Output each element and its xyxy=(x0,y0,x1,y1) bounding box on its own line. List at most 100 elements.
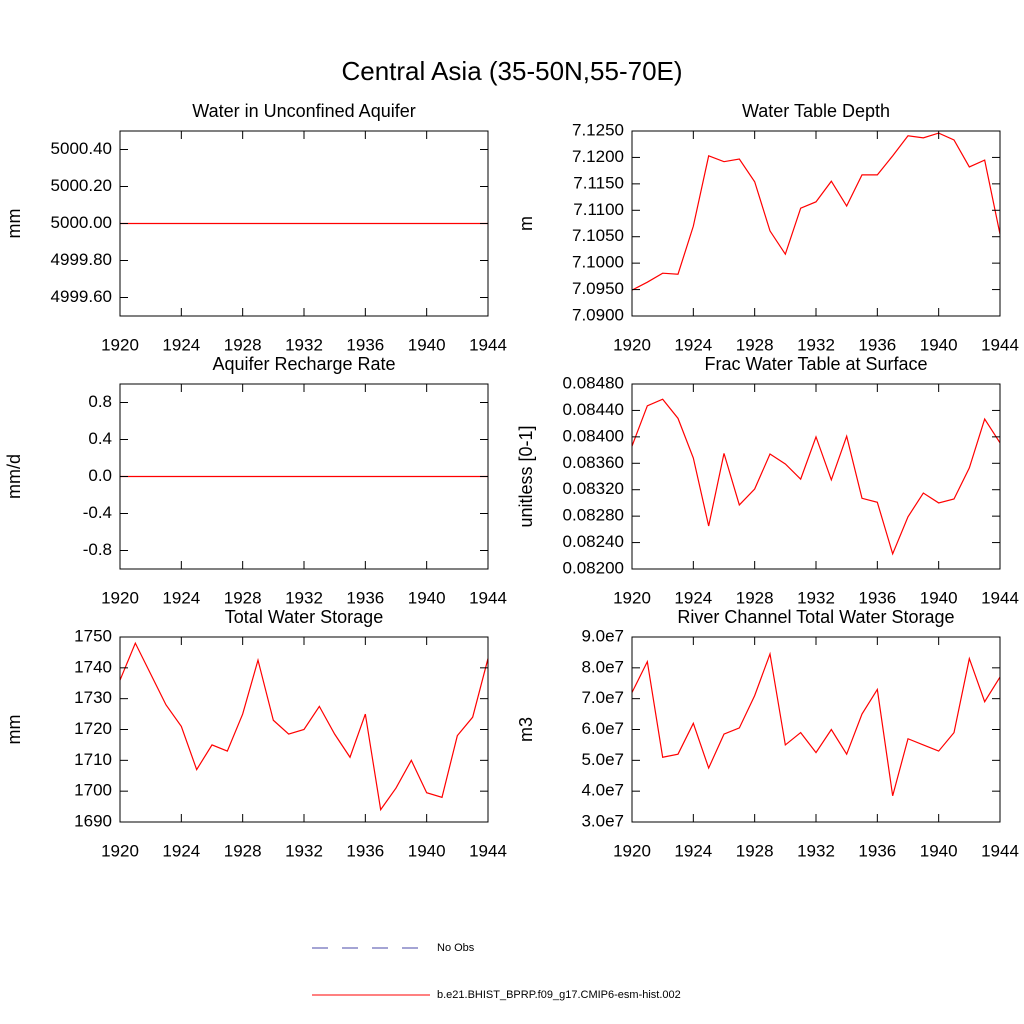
plot-frame xyxy=(119,130,489,317)
x-tick-label: 1944 xyxy=(981,841,1019,860)
y-tick-label: 4.0e7 xyxy=(581,781,624,800)
y-tick-label: 7.1200 xyxy=(572,147,624,166)
x-tick-label: 1924 xyxy=(162,335,200,354)
y-axis-label: m xyxy=(516,216,536,231)
y-tick-label: -0.4 xyxy=(83,503,112,522)
x-tick-label: 1932 xyxy=(285,588,323,607)
y-tick-label: 7.0e7 xyxy=(581,688,624,707)
panel: Water Table Depth m 7.0900 7.0950 7.1000 7.10… xyxy=(516,101,1019,355)
plot-frame xyxy=(631,130,1001,317)
y-tick-label: 0.0 xyxy=(88,466,112,485)
panel-title: Aquifer Recharge Rate xyxy=(212,354,395,374)
data-line xyxy=(119,641,489,812)
y-tick-label: 1730 xyxy=(74,688,112,707)
x-tick-label: 1932 xyxy=(797,588,835,607)
x-tick-label: 1940 xyxy=(920,841,958,860)
x-tick-label: 1936 xyxy=(858,841,896,860)
y-tick-label: 9.0e7 xyxy=(581,626,624,645)
panel: Frac Water Table at Surface unitless [0-1… xyxy=(516,354,1019,608)
x-tick-label: 1932 xyxy=(285,335,323,354)
x-tick-label: 1928 xyxy=(224,841,262,860)
y-tick-label: 0.08360 xyxy=(563,453,624,472)
y-tick-label: 3.0e7 xyxy=(581,811,624,830)
y-tick-label: 0.08400 xyxy=(563,426,624,445)
panel: Water in Unconfined Aquifer mm 4999.60 4999… xyxy=(4,101,507,355)
x-tick-label: 1944 xyxy=(469,588,507,607)
x-tick-label: 1932 xyxy=(285,841,323,860)
y-axis-label: mm xyxy=(4,209,24,239)
x-tick-label: 1936 xyxy=(346,335,384,354)
x-tick-label: 1924 xyxy=(674,841,712,860)
y-tick-label: 0.4 xyxy=(88,429,112,448)
x-tick-label: 1928 xyxy=(224,588,262,607)
x-tick-label: 1940 xyxy=(920,335,958,354)
y-tick-label: 1710 xyxy=(74,750,112,769)
y-tick-label: 1750 xyxy=(74,626,112,645)
panel-title: Frac Water Table at Surface xyxy=(704,354,927,374)
x-tick-label: 1920 xyxy=(613,841,651,860)
x-tick-label: 1936 xyxy=(346,841,384,860)
y-tick-label: 7.1000 xyxy=(572,253,624,272)
y-tick-label: 1740 xyxy=(74,657,112,676)
x-tick-label: 1920 xyxy=(101,841,139,860)
plot-frame xyxy=(631,383,1001,570)
x-tick-label: 1944 xyxy=(469,335,507,354)
data-line xyxy=(631,398,1001,556)
x-tick-label: 1932 xyxy=(797,841,835,860)
y-tick-label: -0.8 xyxy=(83,540,112,559)
y-tick-label: 0.08440 xyxy=(563,400,624,419)
x-tick-label: 1924 xyxy=(674,588,712,607)
y-axis-label: mm xyxy=(4,715,24,745)
y-tick-label: 1700 xyxy=(74,781,112,800)
y-tick-label: 7.0900 xyxy=(572,305,624,324)
x-tick-label: 1924 xyxy=(162,588,200,607)
y-tick-label: 5.0e7 xyxy=(581,750,624,769)
y-tick-label: 1690 xyxy=(74,811,112,830)
x-tick-label: 1928 xyxy=(224,335,262,354)
x-tick-label: 1944 xyxy=(981,588,1019,607)
legend-label: b.e21.BHIST_BPRP.f09_g17.CMIP6-esm-hist.… xyxy=(437,989,681,1001)
x-tick-label: 1940 xyxy=(920,588,958,607)
x-tick-label: 1928 xyxy=(736,841,774,860)
y-axis-label: mm/d xyxy=(4,454,24,499)
panel-title: Total Water Storage xyxy=(225,607,383,627)
plot-frame xyxy=(119,383,489,570)
x-tick-label: 1932 xyxy=(797,335,835,354)
x-tick-label: 1924 xyxy=(674,335,712,354)
panel: River Channel Total Water Storage m3 3.0e7… xyxy=(516,607,1019,861)
x-tick-label: 1940 xyxy=(408,335,446,354)
plot-frame xyxy=(119,636,489,823)
data-line xyxy=(631,651,1001,796)
y-tick-label: 0.08320 xyxy=(563,479,624,498)
y-tick-label: 4999.60 xyxy=(51,287,112,306)
y-tick-label: 7.1250 xyxy=(572,120,624,139)
figure-title: Central Asia (35-50N,55-70E) xyxy=(341,56,682,86)
x-tick-label: 1920 xyxy=(101,588,139,607)
x-tick-label: 1920 xyxy=(101,335,139,354)
y-tick-label: 7.1150 xyxy=(573,173,624,192)
x-tick-label: 1944 xyxy=(981,335,1019,354)
x-tick-label: 1920 xyxy=(613,335,651,354)
y-tick-label: 7.0950 xyxy=(572,279,624,298)
plot-frame xyxy=(631,636,1001,823)
y-axis-label: unitless [0-1] xyxy=(516,425,536,527)
x-tick-label: 1936 xyxy=(858,588,896,607)
panel: Total Water Storage mm 1690 1700 1710 1720 173… xyxy=(4,607,507,861)
legend-label: No Obs xyxy=(437,942,475,954)
x-tick-label: 1936 xyxy=(346,588,384,607)
y-tick-label: 1720 xyxy=(74,719,112,738)
y-axis-label: m3 xyxy=(516,717,536,742)
x-tick-label: 1928 xyxy=(736,588,774,607)
panel-title: Water in Unconfined Aquifer xyxy=(192,101,415,121)
y-tick-label: 0.08200 xyxy=(563,558,624,577)
y-tick-label: 6.0e7 xyxy=(581,719,624,738)
y-tick-label: 7.1100 xyxy=(573,200,624,219)
panel-title: River Channel Total Water Storage xyxy=(677,607,954,627)
x-tick-label: 1936 xyxy=(858,335,896,354)
y-tick-label: 0.08280 xyxy=(563,506,624,525)
x-tick-label: 1924 xyxy=(162,841,200,860)
y-tick-label: 4999.80 xyxy=(51,250,112,269)
panel: Aquifer Recharge Rate mm/d -0.8 -0.4 0.0 0.4 0… xyxy=(4,354,507,608)
